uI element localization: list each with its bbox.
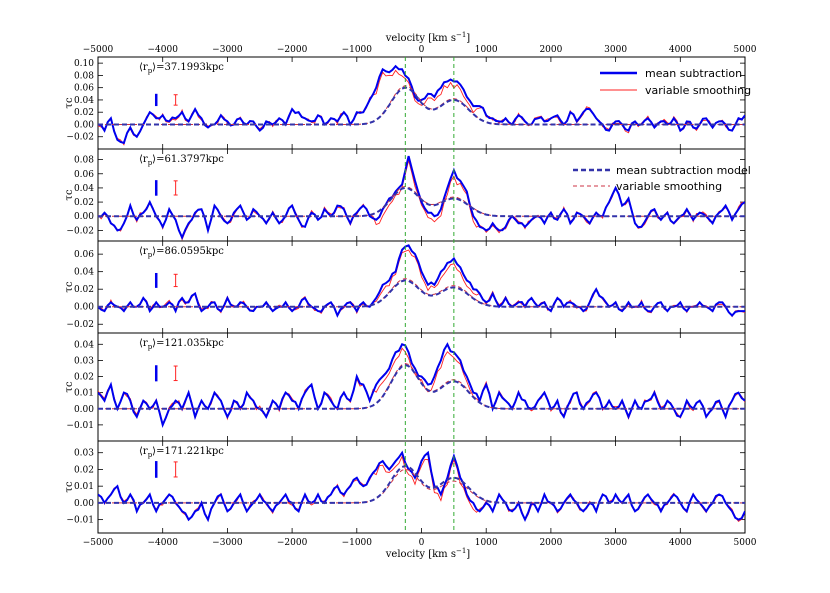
y-tick-label: 0.01 bbox=[74, 389, 94, 399]
mean-subtraction-line bbox=[98, 450, 745, 523]
y-tick-label: 0.02 bbox=[74, 373, 94, 383]
panel-series bbox=[98, 155, 745, 241]
top-x-tick-label: −4000 bbox=[147, 45, 178, 55]
bottom-x-tick-label: 5000 bbox=[734, 538, 757, 548]
y-axis-label: τc bbox=[64, 281, 75, 293]
panels: −0.02 0.00 0.02 0.04 0.06 0.08 0.10 τc ⟨rp⟩=37.1… bbox=[64, 56, 746, 534]
radius-annotation: ⟨rp⟩=37.1993kpc bbox=[139, 62, 224, 75]
mean-subtraction-line bbox=[98, 342, 745, 428]
y-tick-label: 0.10 bbox=[74, 59, 94, 69]
legend-mean-label: mean subtraction bbox=[645, 67, 742, 80]
top-x-tick-label: 4000 bbox=[669, 45, 692, 55]
vertical-reference-lines bbox=[404, 57, 455, 533]
y-tick-label: 0.08 bbox=[74, 71, 94, 81]
legend-model-smooth-label: variable smoothing bbox=[616, 180, 722, 193]
mean-subtraction-model-line bbox=[98, 186, 745, 218]
y-tick-label: 0.03 bbox=[74, 356, 94, 366]
top-x-tick-label: 1000 bbox=[475, 45, 498, 55]
radius-annotation: ⟨rp⟩=121.035kpc bbox=[139, 338, 224, 351]
y-tick-label: 0.03 bbox=[74, 449, 94, 459]
mean-subtraction-line bbox=[98, 64, 745, 145]
panel-1: −0.02 0.00 0.02 0.04 0.06 0.08 0.10 τc ⟨rp⟩=37.1… bbox=[64, 56, 746, 150]
y-tick-label: 0.04 bbox=[74, 184, 94, 194]
y-tick-label: 0.08 bbox=[74, 156, 94, 166]
y-tick-label: 0.06 bbox=[74, 250, 94, 260]
panel-2: −0.02 0.00 0.02 0.04 0.06 0.08 τc ⟨rp⟩=61.3797k… bbox=[64, 148, 746, 242]
variable-smoothing-model-line bbox=[98, 468, 745, 504]
bottom-x-tick-label: 0 bbox=[419, 538, 425, 548]
mean-subtraction-model-line bbox=[98, 464, 745, 504]
mean-subtraction-model-line bbox=[98, 279, 745, 308]
panel-series bbox=[98, 342, 745, 428]
bottom-x-tick-label: −3000 bbox=[212, 538, 243, 548]
panel-4: −0.01 0.00 0.01 0.02 0.03 0.04 τc ⟨rp⟩=121.035k… bbox=[64, 332, 746, 442]
top-x-tick-label: −3000 bbox=[212, 45, 243, 55]
panel-3: −0.02 0.00 0.02 0.04 0.06 τc ⟨rp⟩=86.0595kpc bbox=[64, 240, 746, 334]
radius-annotation: ⟨rp⟩=171.221kpc bbox=[139, 446, 224, 459]
y-tick-label: 0.04 bbox=[74, 340, 94, 350]
top-x-tick-label: 2000 bbox=[539, 45, 562, 55]
mean-subtraction-model-line bbox=[98, 364, 745, 410]
legend-smooth-label: variable smoothing bbox=[645, 84, 751, 97]
y-tick-label: 0.06 bbox=[74, 84, 94, 94]
y-tick-label: 0.00 bbox=[74, 405, 94, 415]
top-x-tick-label: −5000 bbox=[83, 45, 114, 55]
radius-annotation: ⟨rp⟩=61.3797kpc bbox=[139, 154, 224, 167]
y-tick-label: 0.01 bbox=[74, 482, 94, 492]
y-axis-label: τc bbox=[64, 481, 75, 493]
bottom-x-tick-label: −4000 bbox=[147, 538, 178, 548]
variable-smoothing-model-line bbox=[98, 362, 745, 410]
panel-series bbox=[98, 244, 745, 318]
top-x-tick-label: 5000 bbox=[734, 45, 757, 55]
y-tick-label: −0.02 bbox=[66, 320, 94, 330]
y-tick-label: 0.04 bbox=[74, 268, 94, 278]
bottom-x-tick-label: −1000 bbox=[342, 538, 373, 548]
y-tick-label: 0.02 bbox=[74, 285, 94, 295]
mean-subtraction-line bbox=[98, 155, 745, 241]
top-x-tick-label: −1000 bbox=[342, 45, 373, 55]
y-tick-label: 0.00 bbox=[74, 212, 94, 222]
y-tick-label: −0.01 bbox=[66, 421, 94, 431]
top-velocity-axis: velocity [km s−1] −5000 −4000 −3000 −2000 −1… bbox=[83, 31, 757, 55]
y-tick-label: −0.02 bbox=[66, 226, 94, 236]
y-tick-label: 0.00 bbox=[74, 499, 94, 509]
bottom-x-tick-label: −2000 bbox=[277, 538, 308, 548]
top-xlabel: velocity [km s−1] bbox=[385, 31, 471, 44]
y-axis-label: τc bbox=[64, 381, 75, 393]
bottom-velocity-axis: velocity [km s−1] −5000 −4000 −3000 −2000 −1… bbox=[83, 538, 757, 560]
panel-5: −0.01 0.00 0.01 0.02 0.03 τc ⟨rp⟩=171.221kpc bbox=[64, 440, 746, 534]
legend-lower: mean subtraction model variable smoothin… bbox=[573, 164, 751, 193]
bottom-x-tick-label: 4000 bbox=[669, 538, 692, 548]
mean-subtraction-model-line bbox=[98, 86, 745, 126]
bottom-x-tick-label: 3000 bbox=[604, 538, 627, 548]
bottom-x-tick-label: 1000 bbox=[475, 538, 498, 548]
legend-upper: mean subtraction variable smoothing bbox=[600, 67, 751, 97]
y-axis-label: τc bbox=[64, 189, 75, 201]
legend-model-label: mean subtraction model bbox=[616, 164, 751, 177]
y-tick-label: 0.04 bbox=[74, 96, 94, 106]
y-tick-label: 0.02 bbox=[74, 198, 94, 208]
y-tick-label: 0.02 bbox=[74, 108, 94, 118]
bottom-x-tick-label: 2000 bbox=[539, 538, 562, 548]
y-tick-label: −0.02 bbox=[66, 133, 94, 143]
y-tick-label: 0.00 bbox=[74, 120, 94, 130]
panel-series bbox=[98, 64, 745, 146]
y-tick-label: 0.06 bbox=[74, 170, 94, 180]
radius-annotation: ⟨rp⟩=86.0595kpc bbox=[139, 246, 224, 259]
variable-smoothing-line bbox=[98, 347, 745, 425]
top-x-tick-label: −2000 bbox=[277, 45, 308, 55]
top-x-tick-label: 3000 bbox=[604, 45, 627, 55]
top-x-tick-label: 0 bbox=[419, 45, 425, 55]
panel-series bbox=[98, 450, 745, 523]
panel-frame bbox=[97, 332, 746, 442]
bottom-x-tick-label: −5000 bbox=[83, 538, 114, 548]
y-tick-label: 0.02 bbox=[74, 465, 94, 475]
y-tick-label: −0.01 bbox=[66, 516, 94, 526]
bottom-xlabel: velocity [km s−1] bbox=[385, 547, 471, 560]
y-axis-label: τc bbox=[64, 97, 75, 109]
y-tick-label: 0.00 bbox=[74, 303, 94, 313]
